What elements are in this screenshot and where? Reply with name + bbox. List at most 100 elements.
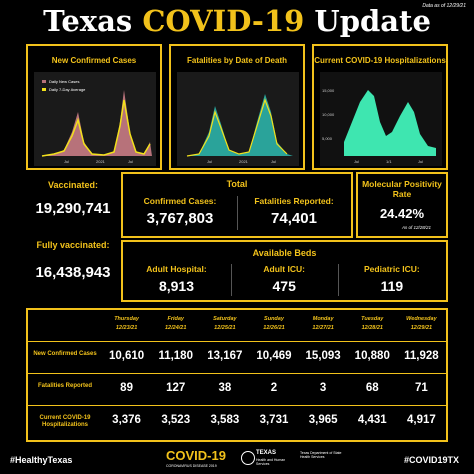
cell: 2 bbox=[270, 382, 278, 394]
day-name: Saturday bbox=[213, 316, 237, 322]
vaccinated-label: Vaccinated: bbox=[47, 180, 99, 190]
mini-chart: Daily New Cases Daily 7-Day Average Jul … bbox=[34, 72, 156, 166]
bed-label: Adult ICU: bbox=[263, 264, 305, 274]
x-label: 1/1 bbox=[386, 159, 392, 164]
fatalities-value: 74,401 bbox=[271, 210, 317, 227]
vaccinated-value: 19,290,741 bbox=[35, 200, 111, 217]
day-date: 12/23/21 bbox=[115, 325, 138, 331]
day-name: Wednesday bbox=[406, 316, 437, 322]
dshs: Texas Department of State Health Service… bbox=[300, 451, 342, 459]
row-label: Current COVID-19 Hospitalizations bbox=[39, 415, 91, 428]
panel: New Confirmed Cases Daily New Cases Dail… bbox=[26, 44, 162, 170]
row-line bbox=[28, 405, 446, 406]
cell: 127 bbox=[166, 382, 186, 394]
row-label: New Confirmed Cases bbox=[33, 351, 97, 357]
title: Texas COVID-19 Update bbox=[0, 4, 474, 38]
day-name: Thursday bbox=[114, 316, 139, 322]
day-date: 12/25/21 bbox=[214, 325, 236, 331]
cell: 10,880 bbox=[354, 350, 390, 362]
beds-title: Available Beds bbox=[252, 248, 317, 258]
y-label: 15,000 bbox=[322, 88, 335, 93]
positivity-box: Molecular Positivity Rate 24.42% As of 1… bbox=[356, 172, 448, 238]
day-date: 12/26/21 bbox=[263, 325, 285, 331]
positivity-value: 24.42% bbox=[379, 206, 425, 221]
cell: 4,431 bbox=[357, 414, 387, 426]
cell: 11,928 bbox=[404, 350, 439, 362]
title-end: Update bbox=[314, 4, 431, 38]
cell: 71 bbox=[415, 382, 428, 394]
beds-box: Available Beds Adult Hospital: 8,913 Adult… bbox=[121, 240, 448, 302]
covid-logo: COVID-19 bbox=[166, 448, 226, 463]
bed-value: 119 bbox=[380, 278, 404, 294]
cell: 4,917 bbox=[407, 414, 436, 426]
day-date: 12/24/21 bbox=[165, 325, 187, 331]
x-label: Jul bbox=[418, 159, 423, 164]
panel: Current COVID-19 Hospitalizations 15,000… bbox=[312, 44, 448, 170]
cell: 13,167 bbox=[207, 350, 243, 362]
divider bbox=[237, 196, 238, 230]
date-note: Data as of 12/29/21 bbox=[422, 3, 466, 9]
x-label: Jul bbox=[207, 159, 212, 164]
day-name: Friday bbox=[167, 316, 184, 322]
row-line bbox=[28, 341, 446, 342]
title-highlight: COVID-19 bbox=[142, 4, 305, 38]
divider bbox=[230, 264, 232, 296]
day-name: Tuesday bbox=[361, 316, 384, 322]
daily-table: Thursday 12/23/21 Friday 12/24/21 Saturday 12… bbox=[26, 308, 448, 442]
x-label: Jul bbox=[128, 159, 133, 164]
panel-title: Current COVID-19 Hospitalizations bbox=[314, 56, 446, 65]
cell: 89 bbox=[120, 382, 133, 394]
bed-value: 475 bbox=[272, 278, 296, 294]
panel-title: New Confirmed Cases bbox=[51, 56, 137, 65]
day-date: 12/27/21 bbox=[312, 325, 334, 331]
divider bbox=[338, 264, 340, 296]
day-name: Monday bbox=[312, 316, 334, 322]
cell: 10,610 bbox=[108, 350, 145, 362]
day-name: Sunday bbox=[264, 316, 284, 322]
cases-label: Confirmed Cases: bbox=[143, 196, 217, 206]
cases-value: 3,767,803 bbox=[146, 210, 214, 227]
cell: 10,469 bbox=[256, 350, 292, 362]
cell: 38 bbox=[218, 382, 232, 394]
total-title: Total bbox=[226, 179, 248, 189]
bed-label: Pediatric ICU: bbox=[364, 264, 420, 274]
panel-title: Fatalities by Date of Death bbox=[186, 56, 288, 65]
y-label: 5,000 bbox=[322, 136, 333, 141]
positivity-title: Molecular Positivity Rate bbox=[362, 179, 442, 199]
fatalities-label: Fatalities Reported: bbox=[254, 196, 334, 206]
cell: 3 bbox=[319, 382, 327, 394]
hashtag: #COVID19TX bbox=[404, 455, 460, 465]
day-date: 12/29/21 bbox=[410, 325, 433, 331]
x-label: 2021 bbox=[96, 159, 106, 164]
title-start: Texas bbox=[43, 4, 133, 38]
hhs-seal bbox=[241, 451, 255, 465]
cell: 3,965 bbox=[308, 414, 338, 426]
mini-chart: Jul 2021 Jul bbox=[177, 72, 299, 166]
legend-entry: Daily New Cases bbox=[49, 79, 79, 84]
cell: 3,376 bbox=[112, 414, 141, 426]
covid-logo-sub: CORONAVIRUS DISEASE 2019 bbox=[166, 464, 217, 468]
bed-label: Adult Hospital: bbox=[146, 264, 207, 274]
positivity-note: As of 12/28/21 bbox=[402, 225, 432, 230]
x-label: Jul bbox=[354, 159, 359, 164]
legend-entry: Daily 7-Day Average bbox=[49, 87, 86, 92]
fully-label: Fully vaccinated: bbox=[36, 240, 110, 250]
row-label: Fatalities Reported bbox=[37, 383, 92, 389]
total-box: Total Confirmed Cases: 3,767,803 Fatalit… bbox=[121, 172, 353, 238]
x-label: 2021 bbox=[239, 159, 249, 164]
x-label: Jul bbox=[271, 159, 276, 164]
hashtag: #HealthyTexas bbox=[10, 455, 73, 465]
cell: 3,583 bbox=[210, 414, 240, 426]
mini-chart: 15,000 10,000 5,000 Jul 1/1 Jul bbox=[320, 72, 442, 166]
cell: 68 bbox=[365, 382, 379, 394]
cell: 3,523 bbox=[161, 414, 191, 426]
cell: 15,093 bbox=[305, 350, 341, 362]
cell: 11,180 bbox=[158, 350, 193, 362]
panel: Fatalities by Date of Death Jul 2021 Jul bbox=[169, 44, 305, 170]
bed-value: 8,913 bbox=[158, 278, 195, 294]
row-line bbox=[28, 373, 446, 374]
hhs-sub: Health and Human Services bbox=[256, 458, 286, 466]
x-label: Jul bbox=[64, 159, 69, 164]
day-date: 12/28/21 bbox=[361, 325, 383, 331]
